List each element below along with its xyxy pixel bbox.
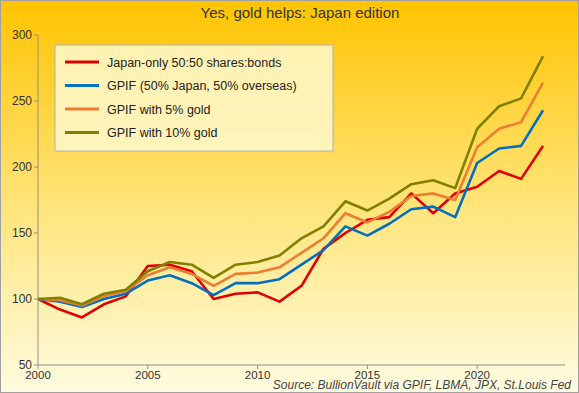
y-tick <box>34 299 38 300</box>
x-tick-label: 2000 <box>25 369 51 381</box>
x-tick-label: 2010 <box>245 369 271 381</box>
legend <box>55 45 333 151</box>
title: Yes, gold helps: Japan edition <box>201 4 400 21</box>
y-tick <box>34 365 38 366</box>
y-tick <box>34 35 38 36</box>
y-tick <box>34 233 38 234</box>
legend-swatch <box>65 61 99 64</box>
legend-label: Japan-only 50:50 shares:bonds <box>107 56 281 70</box>
legend-label: GPIF with 5% gold <box>107 103 211 117</box>
y-tick-label: 300 <box>12 28 32 42</box>
legend-label: GPIF with 10% gold <box>107 126 218 140</box>
source: Source: BullionVault via GPIF, LBMA, JPX… <box>273 378 571 392</box>
y-tick <box>34 101 38 102</box>
y-tick-label: 100 <box>12 292 32 306</box>
x-axis <box>38 365 565 366</box>
y-tick-label: 150 <box>12 226 32 240</box>
background <box>1 1 579 393</box>
x-tick-label: 2005 <box>135 369 161 381</box>
y-tick <box>34 167 38 168</box>
y-tick-label: 250 <box>12 94 32 108</box>
legend-swatch <box>65 131 99 134</box>
legend-label: GPIF (50% Japan, 50% overseas) <box>107 79 297 93</box>
y-tick-label: 200 <box>12 160 32 174</box>
legend-swatch <box>65 84 99 87</box>
legend-swatch <box>65 108 99 111</box>
y-axis <box>38 35 39 365</box>
chart: Yes, gold helps: Japan edition5010015020… <box>0 0 579 393</box>
